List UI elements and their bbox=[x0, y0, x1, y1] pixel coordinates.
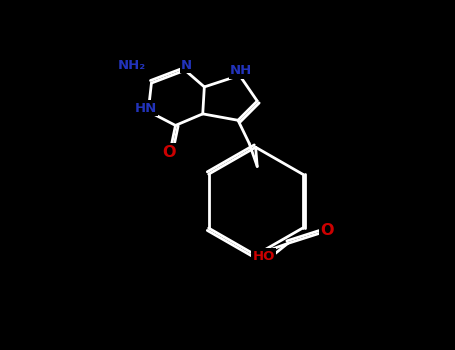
Text: HO: HO bbox=[253, 250, 275, 262]
Text: NH₂: NH₂ bbox=[118, 58, 146, 72]
Text: HN: HN bbox=[135, 102, 157, 115]
Text: O: O bbox=[162, 145, 176, 160]
Text: NH: NH bbox=[230, 64, 252, 77]
Text: N: N bbox=[181, 59, 192, 72]
Text: O: O bbox=[321, 223, 334, 238]
